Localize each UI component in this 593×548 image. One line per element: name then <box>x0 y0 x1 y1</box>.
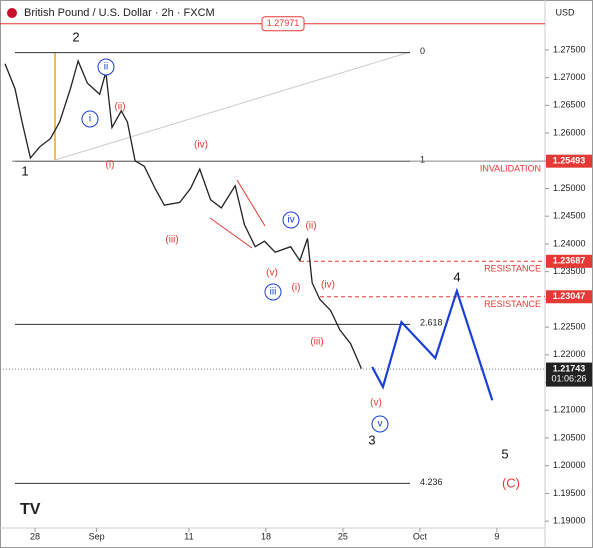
y-tick-label: 1.24500 <box>553 211 586 221</box>
y-tick-label: 1.25000 <box>553 183 586 193</box>
wave-label: iv <box>287 215 294 226</box>
wave-label: (iii) <box>165 235 178 246</box>
wave-label: (ii) <box>305 221 316 232</box>
wave-label: (C) <box>502 475 520 490</box>
x-tick-label: 25 <box>338 531 348 541</box>
x-tick-label: 28 <box>30 531 40 541</box>
flag-icon <box>7 8 17 18</box>
x-tick-label: 9 <box>494 531 499 541</box>
price-label: 1.21743 <box>553 363 586 373</box>
trend-line <box>54 51 411 161</box>
y-tick-label: 1.21000 <box>553 405 586 415</box>
price-box <box>546 254 592 268</box>
wave-label: (v) <box>266 268 278 279</box>
y-tick-label: 1.20000 <box>553 460 586 470</box>
x-tick-label: 18 <box>261 531 271 541</box>
logo: TV <box>20 501 41 518</box>
wedge-line <box>209 217 253 249</box>
y-tick-label: 1.24000 <box>553 238 586 248</box>
price-label: 1.27971 <box>267 18 300 28</box>
currency-label: USD <box>555 7 575 17</box>
wave-circle <box>282 211 300 229</box>
projection-line <box>371 287 494 401</box>
y-tick-label: 1.23500 <box>553 266 586 276</box>
x-tick-label: 11 <box>184 531 193 541</box>
price-box <box>546 290 592 304</box>
wave-label: 5 <box>501 446 508 461</box>
fib-label: 2.618 <box>420 318 443 328</box>
price-box <box>261 16 305 32</box>
level-note: INVALIDATION <box>480 164 541 174</box>
wave-label: 2 <box>72 29 79 44</box>
price-box <box>546 362 592 387</box>
price-box <box>546 154 592 168</box>
x-tick-label: Oct <box>413 531 428 541</box>
price-label: 1.25493 <box>553 156 586 166</box>
wave-label: (iv) <box>194 140 208 151</box>
x-tick-label: Sep <box>89 531 105 541</box>
wave-label: v <box>378 419 383 430</box>
wave-label: (ii) <box>114 102 125 113</box>
countdown: 01:06:26 <box>551 373 586 383</box>
price-label: 1.23047 <box>553 291 586 301</box>
wave-label: (iii) <box>310 337 323 348</box>
y-tick-label: 1.27500 <box>553 44 586 54</box>
wave-label: 3 <box>368 432 375 447</box>
y-tick-label: 1.22000 <box>553 349 586 359</box>
y-tick-label: 1.26000 <box>553 127 586 137</box>
wave-circle <box>371 415 389 433</box>
chart-title: British Pound / U.S. Dollar · 2h · FXCM <box>24 7 215 19</box>
price-label: 1.23687 <box>553 256 586 266</box>
fib-label: 1 <box>420 155 425 165</box>
wave-label: i <box>89 114 91 125</box>
y-tick-label: 1.19000 <box>553 516 586 526</box>
wedge-line <box>236 179 266 227</box>
price-line <box>4 59 363 369</box>
wave-label: 1 <box>21 163 28 178</box>
y-tick-label: 1.20500 <box>553 432 586 442</box>
wave-circle <box>97 58 115 76</box>
fib-label: 0 <box>420 46 425 56</box>
level-note: RESISTANCE <box>484 299 541 309</box>
wave-label: (v) <box>370 398 382 409</box>
wave-label: ii <box>104 62 108 73</box>
wave-circle <box>81 110 99 128</box>
y-tick-label: 1.19500 <box>553 488 586 498</box>
wave-label: 4 <box>453 269 460 284</box>
y-tick-label: 1.27000 <box>553 72 586 82</box>
wave-label: (i) <box>106 160 115 171</box>
wave-label: (i) <box>292 283 301 294</box>
wave-label: (iv) <box>321 280 335 291</box>
fib-label: 4.236 <box>420 477 443 487</box>
y-tick-label: 1.26500 <box>553 100 586 110</box>
wave-circle <box>264 283 282 301</box>
y-tick-label: 1.22500 <box>553 321 586 331</box>
level-note: RESISTANCE <box>484 264 541 274</box>
wave-label: iii <box>270 287 277 298</box>
